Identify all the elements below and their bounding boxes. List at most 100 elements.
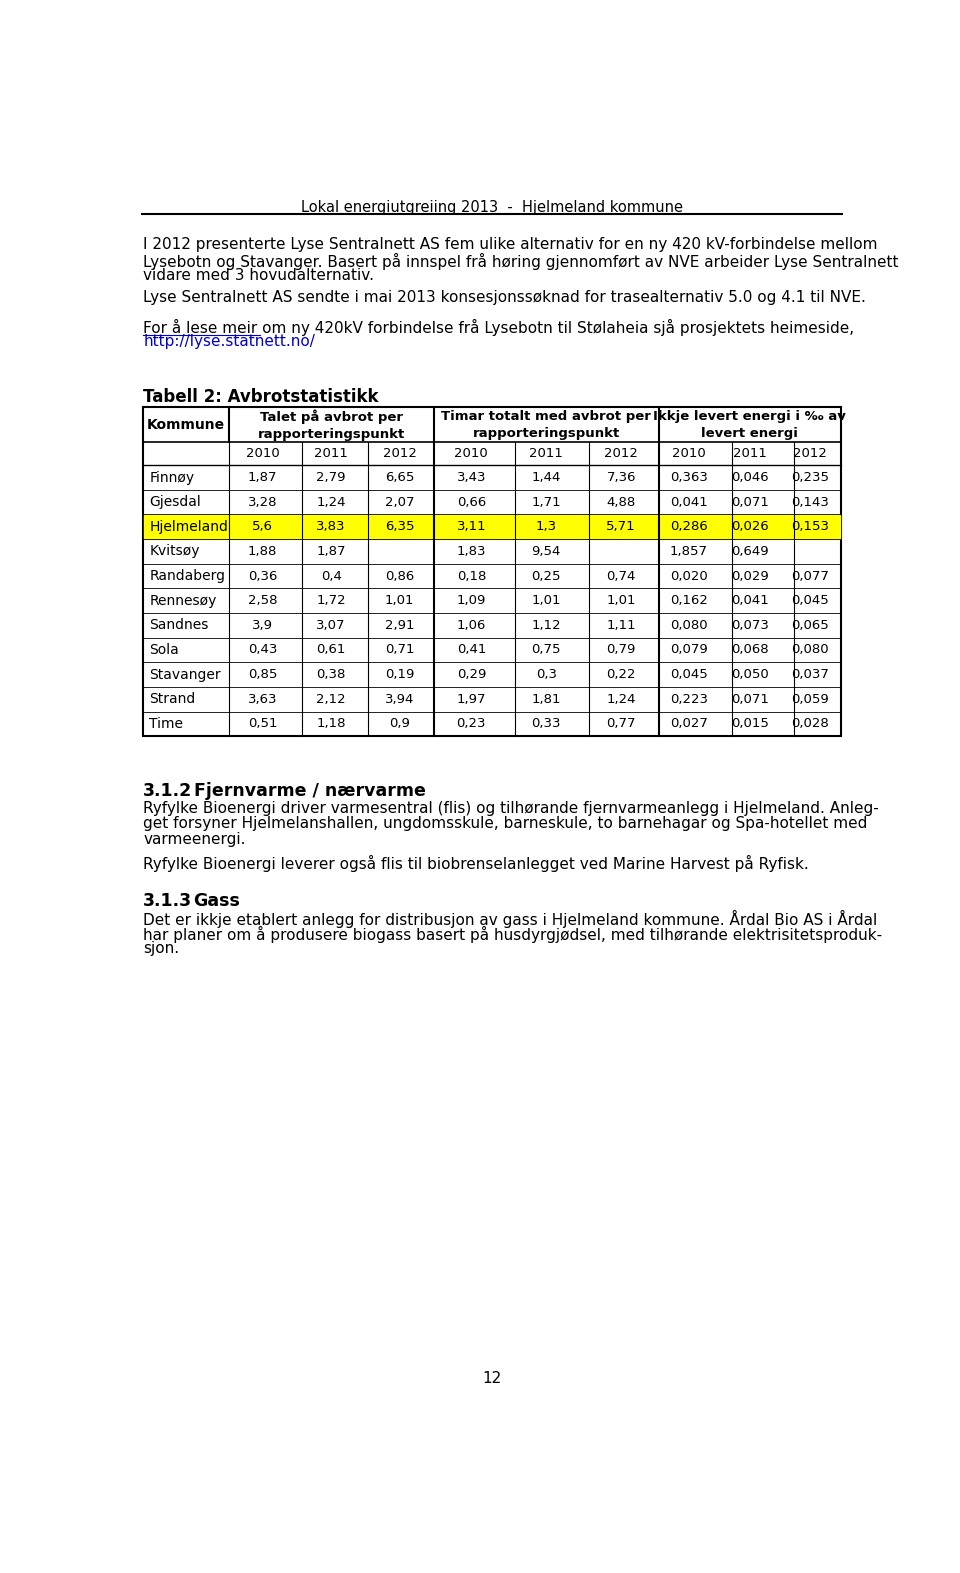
Text: 0,071: 0,071 (731, 692, 769, 706)
Text: 3.1.3: 3.1.3 (143, 892, 192, 909)
Text: 5,71: 5,71 (607, 521, 636, 533)
Text: I 2012 presenterte Lyse Sentralnett AS fem ulike alternativ for en ny 420 kV-for: I 2012 presenterte Lyse Sentralnett AS f… (143, 238, 877, 252)
Text: 0,071: 0,071 (731, 495, 769, 508)
Text: 0,36: 0,36 (248, 569, 277, 582)
Text: varmeenergi.: varmeenergi. (143, 832, 246, 846)
Text: Sandnes: Sandnes (150, 618, 209, 632)
Text: 1,24: 1,24 (607, 692, 636, 706)
Text: 0,43: 0,43 (248, 643, 277, 656)
Text: Talet på avbrot per
rapporteringspunkt: Talet på avbrot per rapporteringspunkt (257, 409, 405, 440)
Text: sjon.: sjon. (143, 941, 180, 956)
Text: 0,020: 0,020 (670, 569, 708, 582)
Text: 0,38: 0,38 (317, 669, 346, 681)
Text: 1,01: 1,01 (607, 595, 636, 607)
Text: 3,94: 3,94 (385, 692, 415, 706)
Text: 1,06: 1,06 (457, 618, 486, 632)
Text: 1,83: 1,83 (457, 544, 486, 558)
Text: 2010: 2010 (246, 447, 279, 461)
Text: 0,223: 0,223 (670, 692, 708, 706)
Text: 0,077: 0,077 (791, 569, 829, 582)
Text: 6,35: 6,35 (385, 521, 415, 533)
Text: 3,28: 3,28 (248, 495, 277, 508)
Text: 12: 12 (482, 1372, 502, 1386)
Text: 2011: 2011 (314, 447, 348, 461)
Text: get forsyner Hjelmelanshallen, ungdomsskule, barneskule, to barnehagar og Spa-ho: get forsyner Hjelmelanshallen, ungdomssk… (143, 816, 868, 831)
Text: 0,85: 0,85 (248, 669, 277, 681)
Text: http://lyse.statnett.no/: http://lyse.statnett.no/ (143, 335, 315, 349)
Text: 1,88: 1,88 (248, 544, 277, 558)
Text: 3,63: 3,63 (248, 692, 277, 706)
Text: 1,71: 1,71 (532, 495, 561, 508)
Text: 5,6: 5,6 (252, 521, 274, 533)
Text: 0,143: 0,143 (791, 495, 829, 508)
Text: Gass: Gass (194, 892, 241, 909)
Text: 2,79: 2,79 (317, 470, 346, 484)
Text: 0,25: 0,25 (532, 569, 561, 582)
Text: 0,74: 0,74 (607, 569, 636, 582)
Text: 3,83: 3,83 (317, 521, 346, 533)
Text: 0,3: 0,3 (536, 669, 557, 681)
Text: 1,12: 1,12 (532, 618, 561, 632)
Text: 0,33: 0,33 (532, 717, 561, 730)
Text: 0,51: 0,51 (248, 717, 277, 730)
Bar (143, 407, 841, 736)
Text: 1,87: 1,87 (317, 544, 346, 558)
Text: Finnøy: Finnøy (150, 470, 195, 484)
Text: 2012: 2012 (604, 447, 638, 461)
Text: Tabell 2: Avbrotstatistikk: Tabell 2: Avbrotstatistikk (143, 389, 379, 406)
Text: 0,080: 0,080 (792, 643, 829, 656)
Text: 1,81: 1,81 (532, 692, 561, 706)
Text: Sola: Sola (150, 643, 180, 658)
Text: 2011: 2011 (529, 447, 564, 461)
Text: 2011: 2011 (732, 447, 767, 461)
Text: Ryfylke Bioenergi driver varmesentral (flis) og tilhørande fjernvarmeanlegg i Hj: Ryfylke Bioenergi driver varmesentral (f… (143, 801, 879, 816)
Text: Lyse Sentralnett AS sendte i mai 2013 konsesjonssøknad for trasealternativ 5.0 o: Lyse Sentralnett AS sendte i mai 2013 ko… (143, 289, 866, 305)
Text: Stavanger: Stavanger (150, 667, 221, 681)
Text: 3.1.2: 3.1.2 (143, 782, 193, 801)
Text: 0,041: 0,041 (670, 495, 708, 508)
Text: 0,649: 0,649 (731, 544, 769, 558)
Text: 1,72: 1,72 (317, 595, 346, 607)
Text: 3,43: 3,43 (457, 470, 486, 484)
Text: Timar totalt med avbrot per
rapporteringspunkt: Timar totalt med avbrot per rapportering… (442, 409, 651, 440)
Text: 1,01: 1,01 (532, 595, 561, 607)
Text: 1,11: 1,11 (607, 618, 636, 632)
Text: Lokal energiutgreiing 2013  -  Hjelmeland kommune: Lokal energiutgreiing 2013 - Hjelmeland … (301, 200, 683, 216)
Text: Fjernvarme / nærvarme: Fjernvarme / nærvarme (194, 782, 425, 801)
Text: vidare med 3 hovudalternativ.: vidare med 3 hovudalternativ. (143, 267, 374, 283)
Text: 1,44: 1,44 (532, 470, 561, 484)
Text: 0,045: 0,045 (670, 669, 708, 681)
Text: 0,41: 0,41 (457, 643, 486, 656)
Text: 6,65: 6,65 (385, 470, 415, 484)
Text: Det er ikkje etablert anlegg for distribusjon av gass i Hjelmeland kommune. Årda: Det er ikkje etablert anlegg for distrib… (143, 911, 877, 928)
Text: Kommune: Kommune (147, 418, 225, 431)
Text: 0,079: 0,079 (670, 643, 708, 656)
Text: 0,059: 0,059 (792, 692, 829, 706)
Text: 0,22: 0,22 (607, 669, 636, 681)
Text: Lysebotn og Stavanger. Basert på innspel frå høring gjennomført av NVE arbeider : Lysebotn og Stavanger. Basert på innspel… (143, 253, 899, 269)
Text: 0,235: 0,235 (791, 470, 829, 484)
Text: 1,09: 1,09 (457, 595, 486, 607)
Text: 0,073: 0,073 (731, 618, 769, 632)
Text: 2012: 2012 (383, 447, 417, 461)
Text: 0,045: 0,045 (792, 595, 829, 607)
Text: 2010: 2010 (454, 447, 489, 461)
Text: Ryfylke Bioenergi leverer også flis til biobrenselanlegget ved Marine Harvest på: Ryfylke Bioenergi leverer også flis til … (143, 854, 809, 871)
Text: 0,79: 0,79 (607, 643, 636, 656)
Text: 2010: 2010 (672, 447, 706, 461)
Text: 0,046: 0,046 (731, 470, 769, 484)
Text: 1,87: 1,87 (248, 470, 277, 484)
Text: 3,07: 3,07 (317, 618, 346, 632)
Text: 0,050: 0,050 (731, 669, 769, 681)
Text: Gjesdal: Gjesdal (150, 495, 202, 510)
Text: 0,4: 0,4 (321, 569, 342, 582)
Text: 7,36: 7,36 (607, 470, 636, 484)
Text: 2,91: 2,91 (385, 618, 415, 632)
Text: Rennesøy: Rennesøy (150, 593, 217, 607)
Text: 2,07: 2,07 (385, 495, 415, 508)
Text: 0,065: 0,065 (792, 618, 829, 632)
Text: 0,363: 0,363 (670, 470, 708, 484)
Text: 0,18: 0,18 (457, 569, 486, 582)
Text: 0,29: 0,29 (457, 669, 486, 681)
Text: 0,080: 0,080 (670, 618, 708, 632)
